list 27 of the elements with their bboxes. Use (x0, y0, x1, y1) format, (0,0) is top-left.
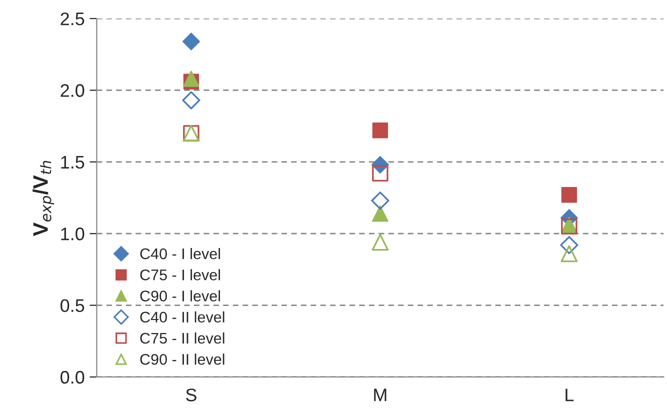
point (372, 205, 388, 222)
point (182, 32, 200, 50)
point (372, 165, 388, 182)
point (560, 245, 578, 262)
y-tick-label: 1.0 (61, 228, 84, 240)
y-axis-title: V$_{exp}$/V$_{th}$ (32, 160, 54, 236)
legend-label: C90 - II level (140, 354, 224, 365)
point (183, 70, 200, 87)
legend-label: C90 - I level (140, 290, 220, 302)
x-tick-label: L (566, 388, 574, 402)
point (372, 234, 389, 251)
point (371, 192, 390, 210)
y-tick-label: 0.0 (60, 370, 84, 384)
y-tick-label: 1.5 (61, 156, 84, 169)
legend-label: C40 - I level (140, 248, 220, 260)
legend-label: C40 - II level (140, 311, 224, 323)
y-tick-label: 2.0 (60, 84, 84, 97)
point (560, 236, 578, 254)
point (372, 122, 388, 138)
y-tick-label: 0.5 (60, 299, 84, 312)
x-tick-label: S (186, 388, 196, 402)
legend-label: C75 - II level (140, 332, 224, 344)
y-tick-label: 2.5 (60, 12, 84, 26)
point (182, 91, 200, 110)
point (561, 187, 578, 203)
x-tick-label: M (374, 388, 386, 402)
legend-label: C75 - I level (140, 269, 220, 280)
